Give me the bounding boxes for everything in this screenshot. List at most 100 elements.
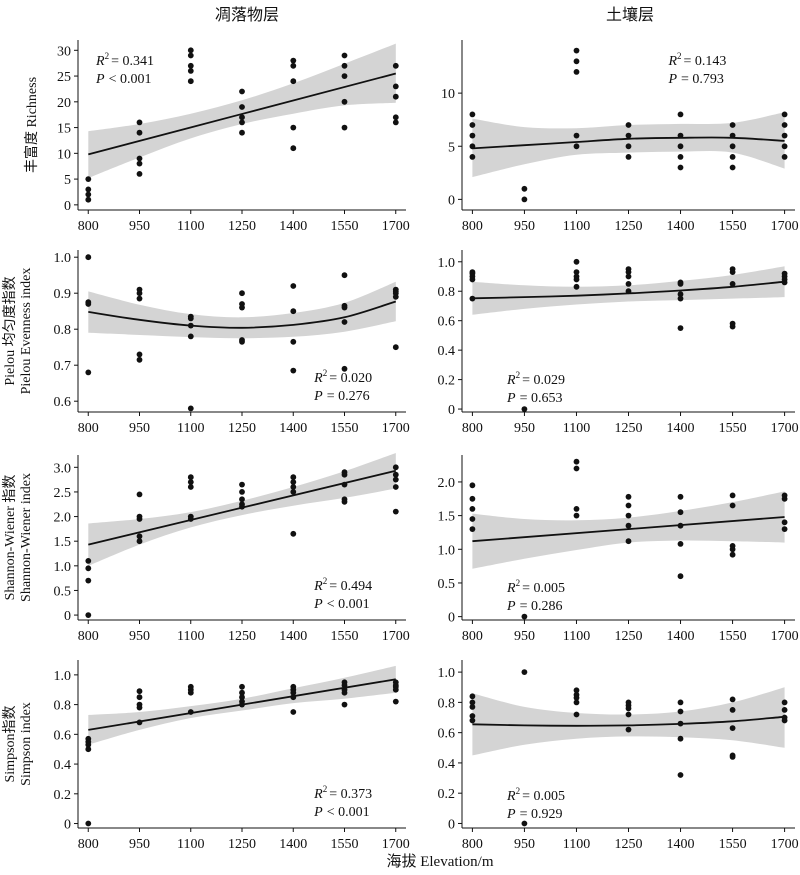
data-point [239, 694, 245, 701]
data-point [136, 491, 143, 498]
data-point [677, 708, 684, 715]
data-point [85, 558, 92, 564]
p-value-label: P < 0.001 [313, 597, 369, 612]
data-point [729, 164, 736, 171]
y-tick-label: 0 [64, 818, 71, 833]
data-point [290, 479, 297, 485]
data-point [469, 693, 476, 700]
data-point [469, 699, 476, 706]
x-tick-label: 1700 [382, 421, 410, 436]
data-point [187, 78, 194, 85]
data-point [187, 405, 194, 412]
data-point [469, 132, 476, 139]
y-tick-label: 0 [64, 199, 71, 214]
y-tick-label: 1.5 [438, 510, 456, 525]
data-point [469, 122, 476, 128]
data-point [781, 279, 788, 286]
data-point [677, 281, 684, 287]
data-point [781, 154, 788, 160]
data-point [573, 458, 580, 465]
x-tick-label: 950 [129, 219, 150, 234]
r-squared-label: R2 = 0.005 [506, 786, 565, 804]
x-tick-label: 1700 [382, 629, 410, 644]
x-tick-label: 1400 [279, 837, 307, 852]
x-tick-label: 1400 [667, 629, 695, 644]
data-point [187, 315, 194, 322]
x-tick-label: 800 [78, 629, 99, 644]
data-point [392, 62, 399, 69]
data-point [781, 495, 788, 502]
data-point [239, 489, 245, 495]
x-tick-label: 1550 [331, 837, 359, 852]
data-point [625, 122, 632, 128]
data-point [781, 717, 788, 724]
y-tick-label: 0.4 [54, 758, 72, 773]
data-point [187, 333, 194, 340]
data-point [136, 129, 143, 136]
y-tick-label: 0.6 [54, 728, 72, 743]
data-point [625, 538, 632, 545]
data-point [341, 498, 348, 505]
y-tick-label: 0 [64, 609, 71, 624]
y-tick-label: 0.8 [54, 699, 72, 714]
y-tick-label: 0.5 [438, 577, 456, 592]
data-point [290, 145, 297, 152]
data-point [392, 119, 399, 126]
data-point [677, 295, 684, 302]
data-point [677, 573, 684, 580]
data-point [625, 726, 632, 733]
data-point [625, 269, 632, 275]
data-point [625, 512, 632, 519]
data-point [625, 273, 632, 280]
data-point [392, 83, 399, 90]
x-tick-label: 1700 [771, 837, 799, 852]
x-tick-label: 1700 [382, 219, 410, 234]
data-point [290, 367, 297, 374]
fit-line [88, 72, 397, 156]
data-point [469, 111, 476, 118]
data-point [729, 154, 736, 160]
data-point [136, 155, 143, 162]
data-point [341, 481, 348, 488]
data-point [781, 519, 788, 526]
data-point [239, 683, 245, 690]
data-point [469, 526, 476, 532]
data-point [136, 704, 143, 711]
data-point [677, 291, 684, 298]
x-tick-label: 800 [462, 837, 483, 852]
x-tick-label: 1250 [615, 837, 643, 852]
data-point [625, 522, 632, 529]
data-point [677, 154, 684, 160]
data-point [392, 471, 399, 478]
data-point [781, 707, 788, 713]
x-tick-label: 800 [462, 219, 483, 234]
x-tick-label: 1700 [382, 837, 410, 852]
data-point [677, 493, 684, 500]
panels: 0 5 10 15 20 25 30 800 950 1100 1250 1400 1550 1700 R2… [2, 40, 799, 852]
data-point [625, 154, 632, 160]
data-point [239, 689, 245, 696]
data-point [729, 551, 736, 558]
data-point [341, 689, 348, 696]
y-tick-label: 0.5 [54, 584, 72, 599]
x-tick-label: 800 [78, 421, 99, 436]
data-point [136, 694, 143, 701]
x-tick-label: 800 [78, 219, 99, 234]
y-tick-label: 1.0 [54, 251, 72, 266]
data-point [136, 295, 143, 302]
x-tick-label: 1250 [228, 219, 256, 234]
data-point [469, 295, 476, 302]
y-tick-label: 0.8 [54, 323, 72, 338]
data-point [85, 746, 92, 753]
y-tick-label: 0.2 [438, 374, 456, 389]
x-tick-label: 1100 [563, 837, 590, 852]
data-point [573, 269, 580, 275]
r-squared-label: R2 = 0.020 [313, 368, 372, 386]
data-point [290, 474, 297, 481]
y-tick-label: 0.2 [54, 788, 72, 803]
data-point [677, 720, 684, 727]
x-tick-label: 1100 [563, 421, 590, 436]
data-point [341, 98, 348, 105]
data-point [187, 709, 194, 715]
y-tick-label: 2.0 [54, 511, 72, 526]
